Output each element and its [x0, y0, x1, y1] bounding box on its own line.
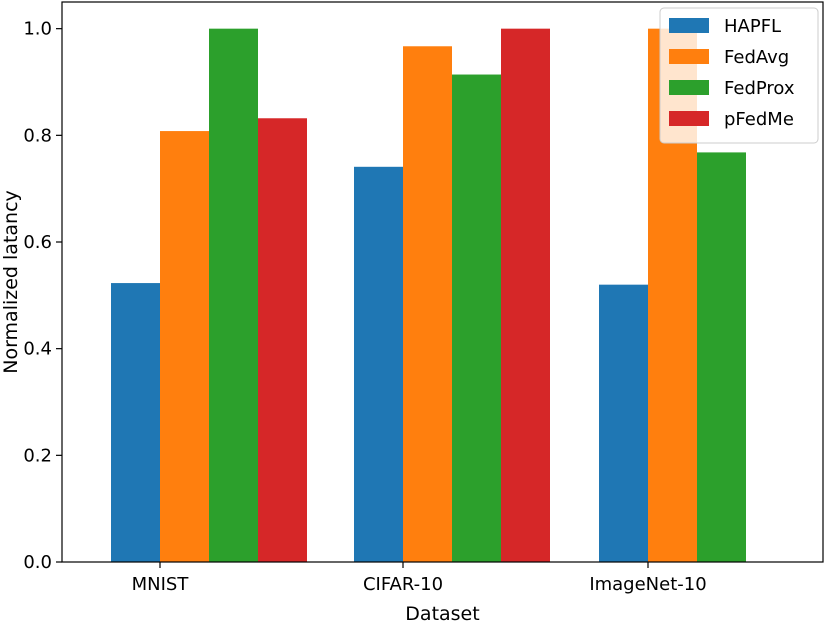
x-tick-label: MNIST [132, 574, 190, 595]
bar-fedprox-cifar-10 [452, 74, 501, 563]
y-tick-label: 0.2 [23, 445, 52, 466]
y-tick-label: 0.8 [23, 125, 52, 146]
y-axis-label: Normalized latancy [0, 190, 22, 374]
x-tick-label: ImageNet-10 [589, 574, 706, 595]
bar-fedavg-mnist [160, 131, 209, 563]
y-tick-label: 0.4 [23, 339, 52, 360]
legend-swatch-hapfl [669, 18, 709, 33]
x-axis-label: Dataset [405, 603, 479, 625]
y-axis-ticks: 0.0 0.2 0.4 0.6 0.8 1.0 [23, 19, 62, 573]
legend-swatch-pfedme [669, 111, 709, 126]
bar-fedprox-imagenet-10 [697, 152, 746, 562]
bar-fedprox-mnist [209, 28, 258, 562]
plot-frame [61, 1, 824, 563]
legend-label-pfedme: pFedMe [724, 109, 794, 130]
legend-swatch-fedprox [669, 80, 709, 95]
bar-fedavg-cifar-10 [403, 46, 452, 563]
bars-group [111, 28, 746, 563]
legend: HAPFL FedAvg FedProx pFedMe [659, 7, 819, 144]
y-tick-label: 1.0 [23, 19, 52, 40]
legend-box [659, 7, 819, 144]
bar-hapfl-mnist [111, 283, 160, 562]
legend-swatch-fedavg [669, 49, 709, 64]
legend-label-hapfl: HAPFL [724, 16, 781, 37]
bar-hapfl-imagenet-10 [599, 284, 648, 562]
legend-label-fedavg: FedAvg [724, 47, 789, 68]
bar-pfedme-cifar-10 [501, 28, 550, 562]
x-tick-label: CIFAR-10 [363, 574, 443, 595]
x-axis-ticks: MNIST CIFAR-10 ImageNet-10 [132, 562, 707, 595]
bar-pfedme-mnist [258, 118, 307, 563]
y-tick-label: 0.6 [23, 232, 52, 253]
bar-hapfl-cifar-10 [354, 166, 403, 563]
legend-label-fedprox: FedProx [724, 78, 795, 99]
y-tick-label: 0.0 [23, 552, 52, 573]
